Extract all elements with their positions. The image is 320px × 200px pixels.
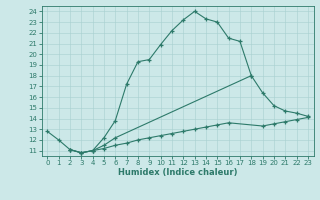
X-axis label: Humidex (Indice chaleur): Humidex (Indice chaleur) [118,168,237,177]
